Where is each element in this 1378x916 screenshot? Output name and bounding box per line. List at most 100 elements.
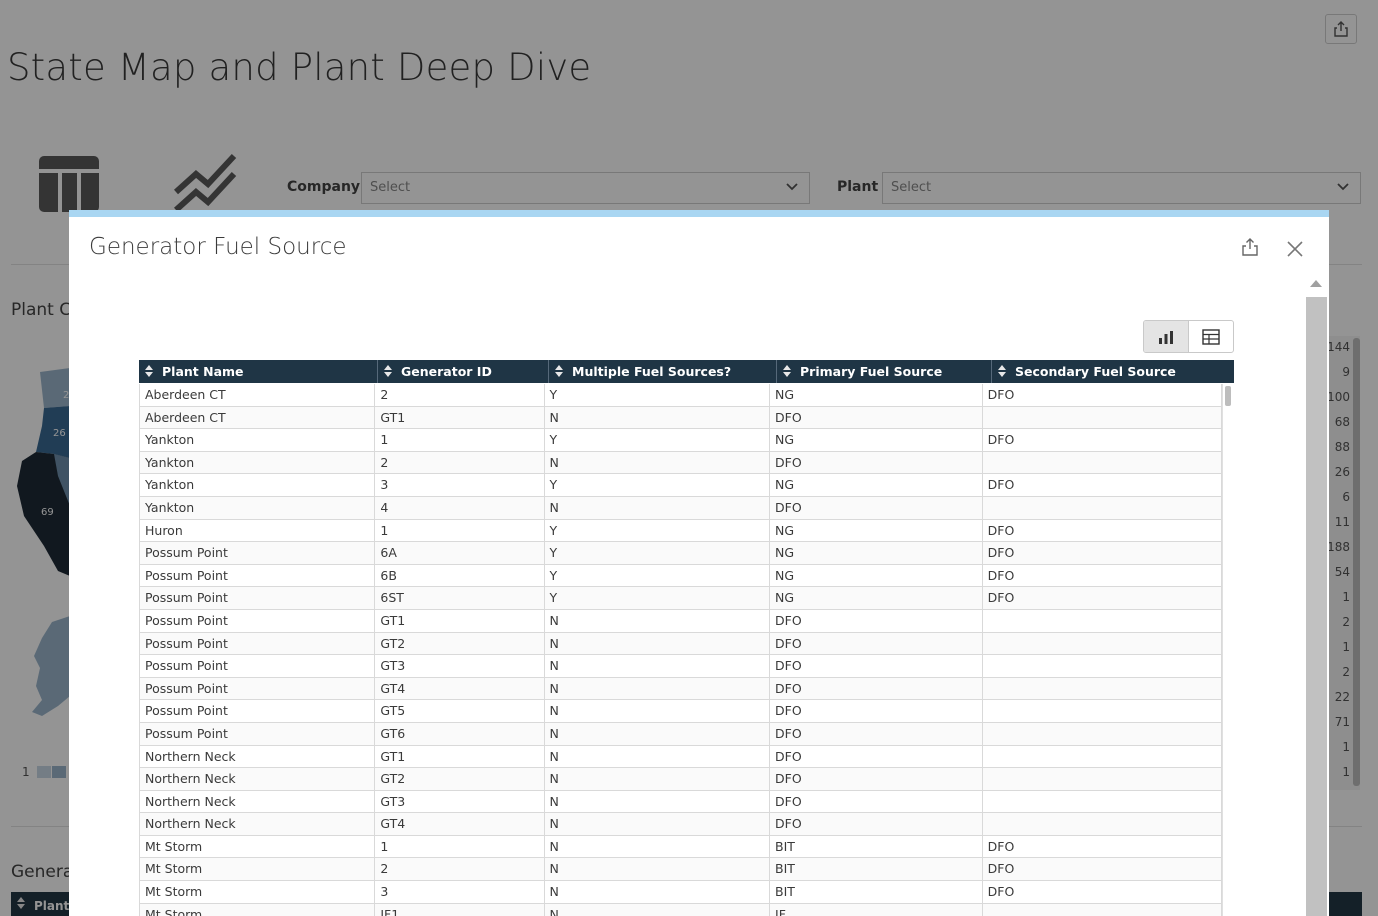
fuel-source-table: Plant Name Generator ID Multiple Fuel So… (139, 360, 1234, 916)
page-share-button[interactable] (1325, 14, 1357, 44)
plant-select[interactable]: Select (882, 172, 1361, 204)
table-row[interactable]: Yankton 1 Y NG DFO (139, 429, 1222, 452)
secondary-fuel-cell (983, 768, 1222, 790)
table-header-row: Plant Name Generator ID Multiple Fuel So… (139, 360, 1234, 383)
table-row[interactable]: Mt Storm 2 N BIT DFO (139, 858, 1222, 882)
plant-name-cell: Possum Point (139, 677, 376, 700)
close-icon[interactable] (1285, 239, 1305, 259)
primary-fuel-cell: DFO (770, 451, 983, 474)
scrollbar-thumb[interactable] (1306, 297, 1327, 916)
column-header-label: Plant Name (162, 364, 244, 379)
summary-value: 1 (1342, 640, 1350, 654)
table-row[interactable]: Huron 1 Y NG DFO (139, 519, 1222, 543)
plant-name-cell: Northern Neck (139, 790, 376, 813)
secondary-fuel-cell (983, 609, 1222, 632)
table-row[interactable]: Possum Point GT3 N DFO (139, 655, 1222, 678)
generator-id-cell: GT1 (375, 406, 545, 429)
table-view-button[interactable] (1189, 321, 1234, 352)
multiple-fuel-cell: N (545, 903, 771, 916)
table-row[interactable]: Yankton 2 N DFO (139, 451, 1222, 475)
secondary-fuel-cell (983, 677, 1222, 700)
secondary-fuel-cell: DFO (983, 542, 1222, 564)
secondary-fuel-cell (983, 406, 1222, 429)
primary-fuel-cell: BIT (770, 858, 983, 881)
plant-name-cell: Yankton (139, 496, 376, 519)
generator-id-cell: 1 (375, 429, 545, 451)
table-row[interactable]: Possum Point GT1 N DFO (139, 609, 1222, 633)
map-value: 69 (41, 507, 54, 518)
multiple-fuel-cell: N (545, 632, 771, 655)
summary-value: 1 (1342, 590, 1350, 604)
table-row[interactable]: Mt Storm 3 N BIT DFO (139, 881, 1222, 904)
table-row[interactable]: Possum Point GT4 N DFO (139, 677, 1222, 701)
plant-name-cell: Mt Storm (139, 858, 376, 881)
state-map[interactable] (14, 366, 70, 576)
scroll-up-icon[interactable] (1310, 280, 1322, 287)
table-row[interactable]: Possum Point 6A Y NG DFO (139, 542, 1222, 565)
generator-id-cell: GT4 (375, 677, 545, 700)
multiple-fuel-cell: Y (545, 542, 771, 564)
sort-icon[interactable] (783, 364, 792, 378)
scrollbar-thumb[interactable] (1225, 386, 1231, 406)
table-row[interactable]: Yankton 4 N DFO (139, 496, 1222, 520)
plant-name-cell: Mt Storm (139, 881, 376, 903)
secondary-fuel-cell (983, 745, 1222, 768)
plant-name-cell: Mt Storm (139, 835, 376, 858)
summary-scrollbar[interactable] (1353, 338, 1360, 786)
generator-id-cell: 3 (375, 474, 545, 496)
table-row[interactable]: Yankton 3 Y NG DFO (139, 474, 1222, 497)
table-row[interactable]: Northern Neck GT1 N DFO (139, 745, 1222, 769)
summary-value: 144 (1327, 340, 1350, 354)
column-header-generator-id[interactable]: Generator ID (378, 360, 549, 383)
table-row[interactable]: Northern Neck GT3 N DFO (139, 790, 1222, 814)
secondary-fuel-cell (983, 632, 1222, 655)
table-row[interactable]: Mt Storm 1 N BIT DFO (139, 835, 1222, 859)
multiple-fuel-cell: Y (545, 384, 771, 406)
summary-value: 54 (1334, 565, 1350, 579)
table-row[interactable]: Northern Neck GT2 N DFO (139, 768, 1222, 791)
multiple-fuel-cell: N (545, 451, 771, 474)
table-row[interactable]: Aberdeen CT GT1 N DFO (139, 406, 1222, 430)
sort-icon[interactable] (998, 364, 1007, 378)
table-row[interactable]: Possum Point 6ST Y NG DFO (139, 587, 1222, 610)
bar-chart-icon (1158, 330, 1173, 344)
column-header-label: Generator ID (401, 364, 492, 379)
plant-name-cell: Possum Point (139, 722, 376, 745)
table-row[interactable]: Possum Point GT2 N DFO (139, 632, 1222, 656)
table-row[interactable]: Possum Point GT5 N DFO (139, 700, 1222, 723)
column-header-primary-fuel-source[interactable]: Primary Fuel Source (777, 360, 992, 383)
chart-view-button[interactable] (1144, 321, 1189, 352)
secondary-fuel-cell (983, 700, 1222, 722)
table-scrollbar[interactable] (1222, 384, 1234, 916)
secondary-fuel-cell: DFO (983, 474, 1222, 496)
column-header-plant-name[interactable]: Plant Name (139, 360, 378, 383)
alaska-map (32, 616, 70, 716)
primary-fuel-cell: NG (770, 384, 983, 406)
modal-scrollbar[interactable] (1305, 272, 1327, 916)
plant-name-cell: Yankton (139, 429, 376, 451)
sort-icon[interactable] (555, 364, 564, 378)
modal-title: Generator Fuel Source (89, 234, 347, 260)
table-body: Aberdeen CT 2 Y NG DFO Aberdeen CT GT1 N DFO Yank… (139, 384, 1222, 916)
column-header-label: Multiple Fuel Sources? (572, 364, 732, 379)
sort-icon[interactable] (145, 364, 154, 378)
table-view-icon[interactable] (38, 155, 100, 213)
table-row[interactable]: Mt Storm JF1 N JF (139, 903, 1222, 916)
company-select[interactable]: Select (361, 172, 810, 204)
generator-id-cell: 6ST (375, 587, 545, 609)
sort-icon[interactable] (384, 364, 393, 378)
table-row[interactable]: Northern Neck GT4 N DFO (139, 813, 1222, 836)
sort-icon[interactable] (17, 896, 26, 910)
table-row[interactable]: Possum Point 6B Y NG DFO (139, 564, 1222, 588)
table-row[interactable]: Possum Point GT6 N DFO (139, 722, 1222, 746)
summary-value: 88 (1334, 440, 1350, 454)
table-row[interactable]: Aberdeen CT 2 Y NG DFO (139, 384, 1222, 407)
trend-chart-icon[interactable] (174, 152, 238, 212)
column-header-multiple-fuel-sources[interactable]: Multiple Fuel Sources? (549, 360, 777, 383)
share-icon[interactable] (1240, 237, 1260, 257)
secondary-fuel-cell (983, 496, 1222, 519)
multiple-fuel-cell: Y (545, 519, 771, 542)
primary-fuel-cell: JF (770, 903, 983, 916)
plant-column-header[interactable]: Plant (34, 899, 70, 913)
column-header-secondary-fuel-source[interactable]: Secondary Fuel Source (992, 360, 1234, 383)
